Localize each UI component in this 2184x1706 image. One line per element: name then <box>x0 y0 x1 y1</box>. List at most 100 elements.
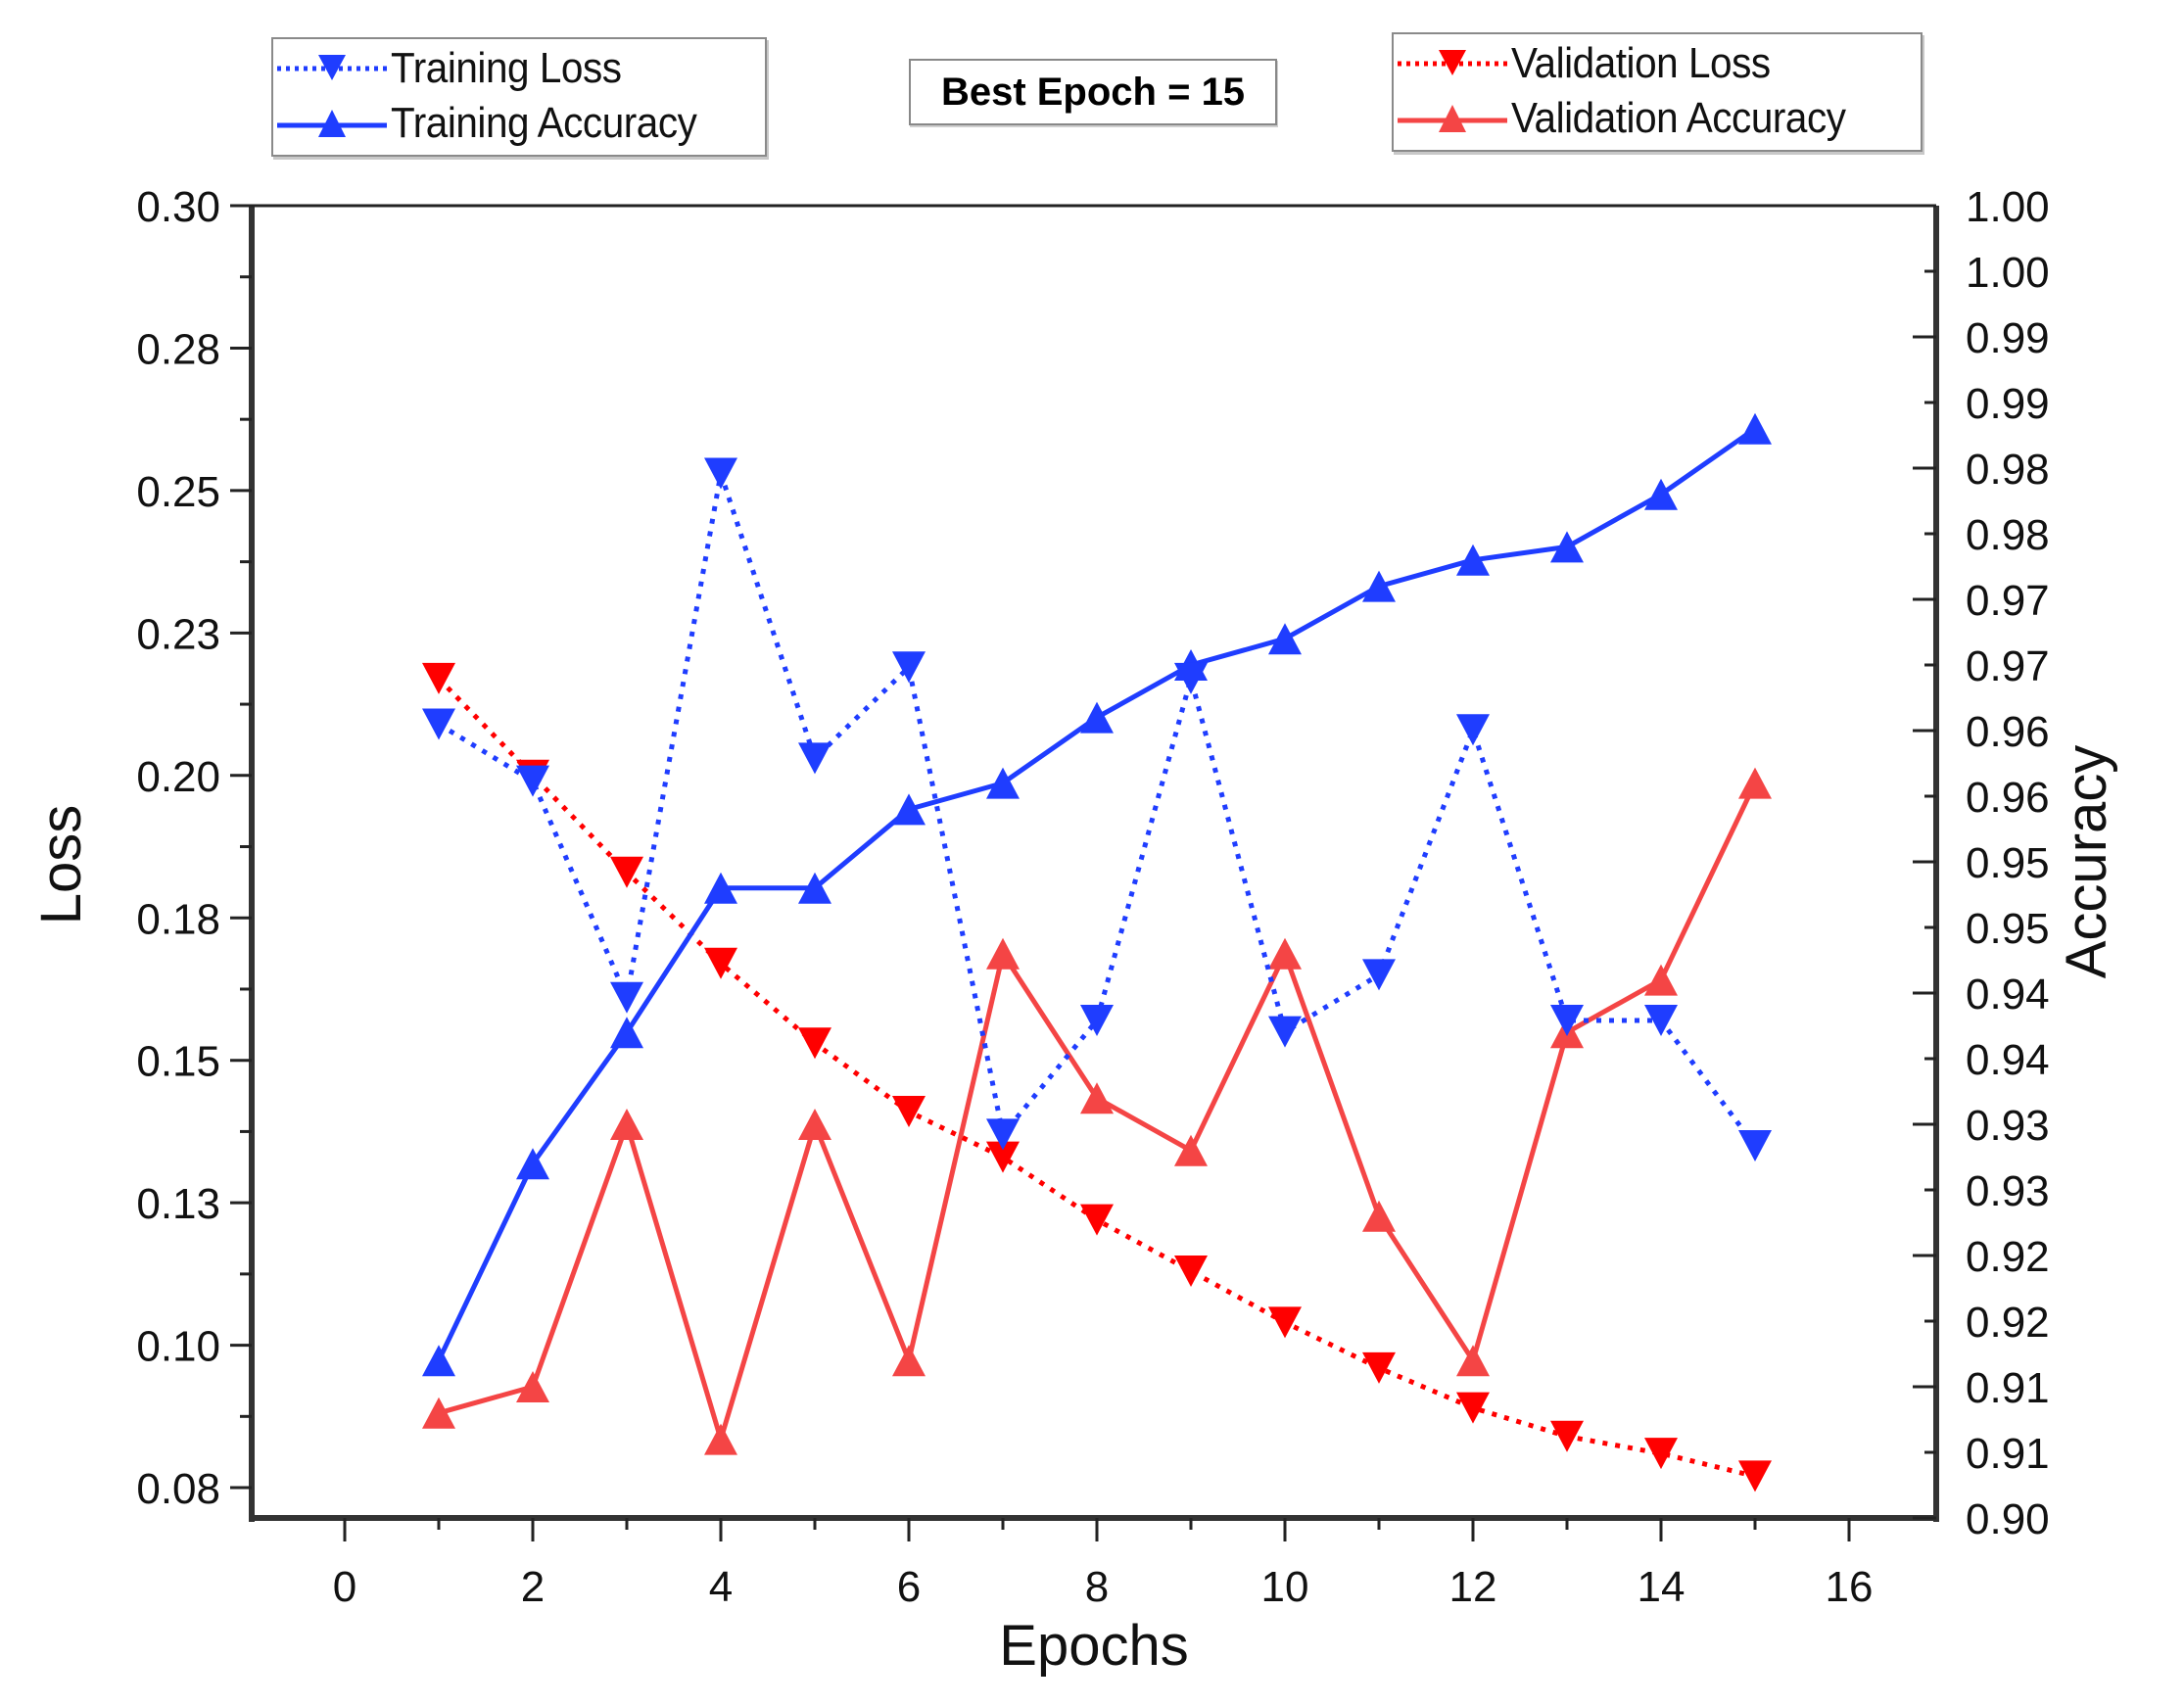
x-tick-label: 16 <box>1826 1563 1874 1611</box>
y-left-tick-label: 0.18 <box>136 895 220 943</box>
triangle-up-marker-icon <box>422 1397 455 1429</box>
y-right-tick-label: 1.00 <box>1966 249 2050 297</box>
y-right-tick-label: 0.94 <box>1966 1036 2050 1084</box>
triangle-down-marker-icon <box>1080 1204 1114 1236</box>
triangle-up-marker-icon <box>1268 623 1302 655</box>
triangle-up-marker-icon <box>422 1345 455 1377</box>
triangle-down-marker-icon <box>1738 1129 1772 1161</box>
solid-triangle-up-icon <box>1398 105 1507 132</box>
y-right-tick-label: 0.92 <box>1966 1233 2050 1281</box>
dotted-triangle-down-icon <box>1398 50 1507 75</box>
triangle-up-marker-icon <box>986 937 1020 970</box>
triangle-up-marker-icon <box>892 1345 926 1377</box>
triangle-up-marker-icon <box>704 1423 737 1455</box>
triangle-down-marker-icon <box>1362 959 1396 991</box>
triangle-up-marker-icon <box>1456 1345 1490 1377</box>
triangle-up-marker-icon <box>1268 937 1302 970</box>
triangle-down-marker-icon <box>1174 662 1208 694</box>
y-left-tick-label: 0.28 <box>136 325 220 373</box>
y-right-tick-label: 0.91 <box>1966 1430 2050 1478</box>
y-left-tick-label: 0.20 <box>136 753 220 801</box>
y-right-tick-label: 0.94 <box>1966 971 2050 1019</box>
y-right-tick-label: 0.93 <box>1966 1167 2050 1215</box>
legend-label: Validation Accuracy <box>1511 94 1846 142</box>
triangle-down-marker-icon <box>986 1141 1020 1173</box>
triangle-up-marker-icon <box>1362 1200 1396 1232</box>
legend-validation: Validation Loss Validation Accuracy <box>1392 32 1923 152</box>
y-right-tick-label: 0.93 <box>1966 1102 2050 1150</box>
triangle-down-marker-icon <box>1644 1004 1678 1036</box>
x-tick-label: 6 <box>897 1563 921 1611</box>
triangle-down-marker-icon <box>1456 714 1490 746</box>
triangle-down-marker-icon <box>610 981 643 1014</box>
best-epoch-text: Best Epoch = 15 <box>940 70 1246 114</box>
triangle-down-marker-icon <box>1080 1004 1114 1036</box>
y-axis-right-title: Accuracy <box>2055 745 2118 979</box>
y-left-tick-label: 0.10 <box>136 1323 220 1371</box>
x-tick-label: 0 <box>333 1563 356 1611</box>
triangle-down-marker-icon <box>704 947 737 979</box>
triangle-down-marker-icon <box>610 856 643 888</box>
legend-item-validation-accuracy: Validation Accuracy <box>1394 91 1875 146</box>
y-right-tick-label: 0.90 <box>1966 1495 2050 1543</box>
y-left-tick-label: 0.23 <box>136 610 220 658</box>
triangle-up-marker-icon <box>1080 1082 1114 1114</box>
y-right-tick-label: 0.99 <box>1966 314 2050 362</box>
x-tick-label: 8 <box>1085 1563 1109 1611</box>
y-right-tick-label: 0.99 <box>1966 380 2050 428</box>
triangle-up-marker-icon <box>704 872 737 904</box>
triangle-down-marker-icon <box>422 708 455 740</box>
series-validation-accuracy <box>422 767 1772 1455</box>
dotted-triangle-down-icon <box>277 55 387 80</box>
x-tick-label: 12 <box>1449 1563 1497 1611</box>
legend-item-validation-loss: Validation Loss <box>1394 36 1793 91</box>
triangle-up-marker-icon <box>1644 964 1678 996</box>
legend-item-training-loss: Training Loss <box>273 41 641 96</box>
triangle-up-marker-icon <box>798 872 831 904</box>
y-left-tick-label: 0.08 <box>136 1465 220 1513</box>
y-left-tick-label: 0.13 <box>136 1180 220 1228</box>
y-right-tick-label: 0.96 <box>1966 708 2050 756</box>
triangle-down-marker-icon <box>1174 1255 1208 1287</box>
triangle-down-marker-icon <box>1644 1438 1678 1470</box>
triangle-down-marker-icon <box>798 742 831 775</box>
triangle-up-marker-icon <box>1738 412 1772 445</box>
triangle-up-marker-icon <box>1456 544 1490 576</box>
legend-item-training-accuracy: Training Accuracy <box>273 96 724 151</box>
y-right-tick-label: 0.97 <box>1966 577 2050 625</box>
y-left-tick-label: 0.25 <box>136 468 220 516</box>
y-right-tick-label: 0.96 <box>1966 774 2050 822</box>
triangle-up-marker-icon <box>986 767 1020 799</box>
plot-series <box>422 412 1772 1493</box>
triangle-up-marker-icon <box>1174 1134 1208 1166</box>
triangle-up-marker-icon <box>610 1109 643 1140</box>
x-tick-label: 10 <box>1261 1563 1309 1611</box>
triangle-down-marker-icon <box>1268 1016 1302 1048</box>
y-right-tick-label: 0.98 <box>1966 511 2050 559</box>
triangle-up-marker-icon <box>1738 767 1772 799</box>
triangle-up-marker-icon <box>1362 570 1396 602</box>
legend-label: Training Loss <box>391 44 622 92</box>
triangle-down-marker-icon <box>1268 1306 1302 1339</box>
triangle-down-marker-icon <box>704 457 737 490</box>
legend-label: Validation Loss <box>1511 39 1771 87</box>
triangle-up-marker-icon <box>516 1371 549 1402</box>
triangle-down-marker-icon <box>422 662 455 694</box>
y-right-tick-label: 0.92 <box>1966 1299 2050 1347</box>
triangle-up-marker-icon <box>610 1017 643 1049</box>
x-axis-title: Epochs <box>999 1614 1188 1678</box>
triangle-down-marker-icon <box>516 765 549 797</box>
triangle-up-marker-icon <box>516 1148 549 1180</box>
series-validation-loss <box>422 662 1772 1493</box>
triangle-down-marker-icon <box>1550 1420 1584 1452</box>
triangle-down-marker-icon <box>892 651 926 684</box>
y-right-tick-label: 1.00 <box>1966 183 2050 231</box>
solid-triangle-up-icon <box>277 110 387 137</box>
legend-training: Training Loss Training Accuracy <box>271 37 767 157</box>
legend-label: Training Accuracy <box>391 99 697 147</box>
triangle-up-marker-icon <box>1644 478 1678 510</box>
y-left-tick-label: 0.30 <box>136 183 220 231</box>
y-left-tick-label: 0.15 <box>136 1038 220 1086</box>
y-right-tick-label: 0.97 <box>1966 642 2050 690</box>
